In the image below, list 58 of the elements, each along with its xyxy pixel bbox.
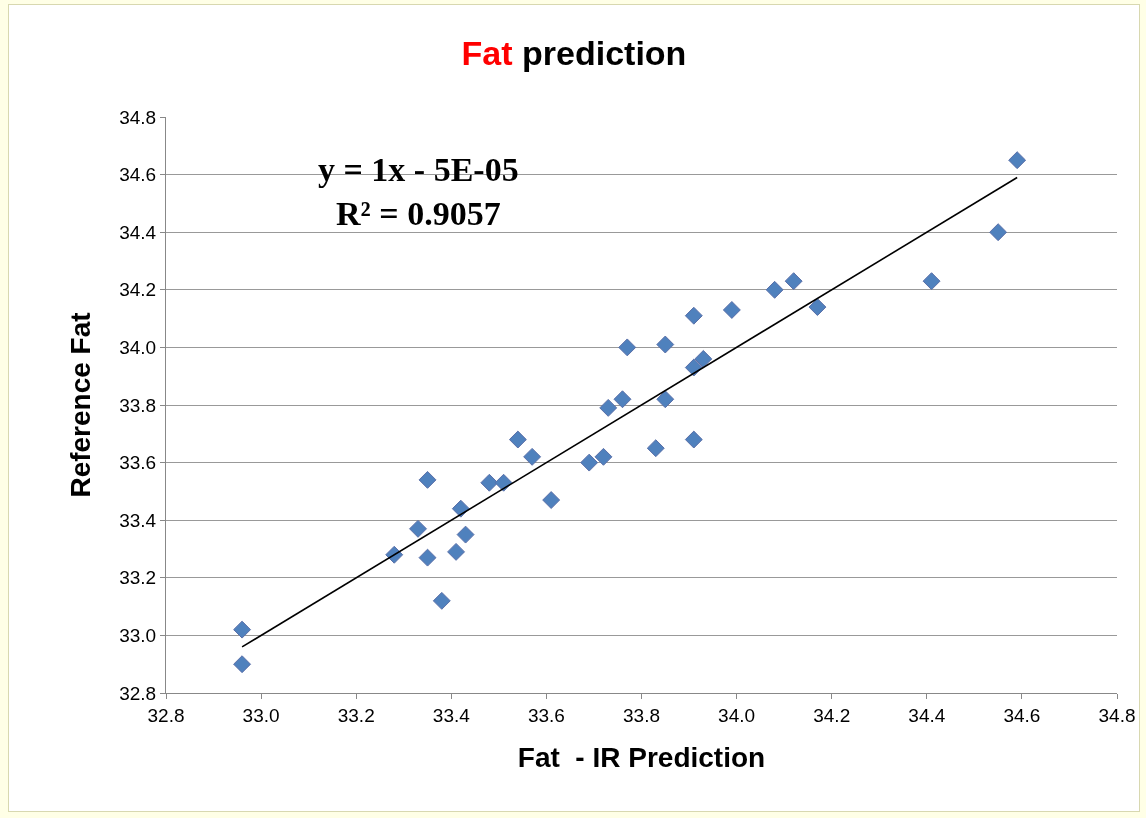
x-tick-label: 33.2: [337, 704, 375, 726]
point: [656, 335, 675, 354]
point: [447, 542, 466, 561]
point: [656, 390, 675, 409]
point: [233, 620, 252, 639]
x-axis-title: Fat - IR Prediction: [517, 741, 766, 773]
point: [684, 358, 703, 377]
x-tick-label: 34.0: [718, 704, 756, 726]
x-tick-label: 34.6: [1003, 704, 1041, 726]
point: [765, 280, 784, 299]
x-tick-label: 33.6: [527, 704, 565, 726]
point: [409, 519, 427, 538]
point: [594, 447, 613, 466]
y-tick-label: 34.4: [119, 221, 157, 243]
point: [580, 453, 599, 472]
y-tick-label: 33.2: [119, 567, 157, 589]
x-tick-label: 33.4: [432, 704, 471, 726]
point: [508, 430, 527, 449]
y-axis-title: Reference Fat: [64, 312, 96, 498]
annotation: R² = 0.9057: [336, 195, 501, 233]
point: [618, 338, 637, 357]
point: [456, 525, 475, 544]
point: [684, 306, 703, 325]
point: [233, 655, 252, 674]
point: [722, 301, 741, 319]
y-tick-label: 33.0: [119, 625, 157, 647]
y-tick-label: 34.2: [119, 279, 157, 301]
y-tick-label: 33.6: [119, 452, 157, 474]
x-tick-label: 33.8: [623, 704, 660, 726]
x-tick-label: 33.0: [242, 704, 280, 726]
point: [432, 591, 451, 610]
y-tick-label: 33.4: [119, 509, 157, 531]
point: [989, 223, 1008, 242]
point: [1008, 151, 1027, 170]
point: [599, 398, 618, 417]
y-tick-label: 34.6: [119, 164, 157, 186]
x-tick-label: 34.2: [813, 704, 851, 726]
y-tick-label: 33.8: [119, 394, 157, 416]
x-tick-label: 34.4: [908, 704, 946, 726]
point: [480, 473, 499, 492]
point: [808, 298, 827, 317]
point: [922, 272, 941, 291]
point: [684, 430, 703, 449]
x-tick-label: 32.8: [147, 704, 185, 726]
annotation: y = 1x - 5E-05: [318, 151, 519, 188]
y-tick-label: 32.8: [119, 682, 157, 704]
point: [523, 447, 542, 466]
point: [694, 349, 713, 368]
y-tick-label: 34.8: [119, 106, 157, 128]
point: [418, 470, 437, 489]
y-tick-label: 34.0: [119, 337, 157, 359]
x-tick-label: 34.8: [1098, 704, 1136, 726]
point: [646, 439, 665, 458]
point: [613, 390, 632, 409]
chart-title: Fat prediction: [461, 34, 687, 73]
point: [542, 491, 561, 509]
point: [418, 548, 437, 567]
point: [784, 272, 803, 291]
